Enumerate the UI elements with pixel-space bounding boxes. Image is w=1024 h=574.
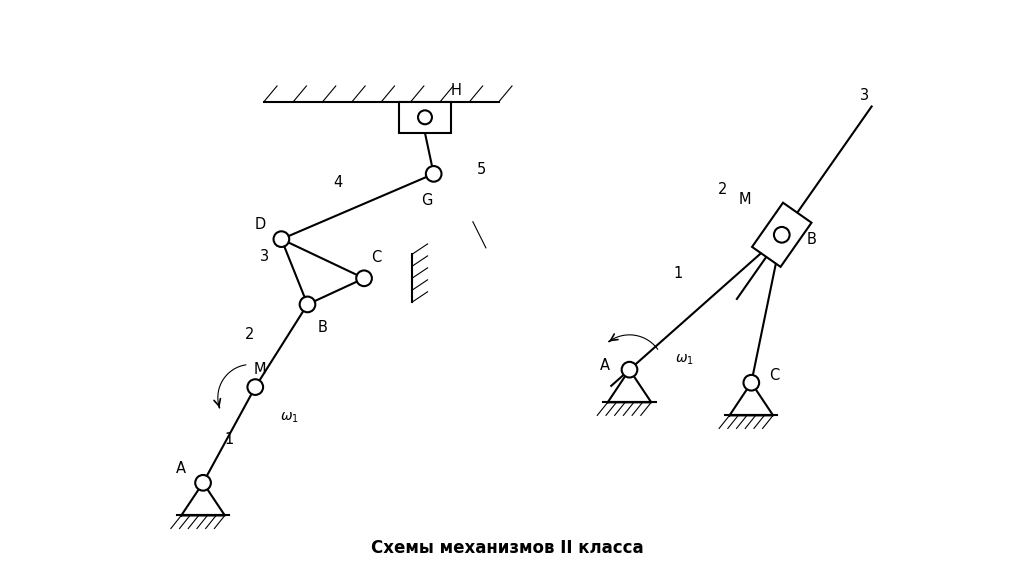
Polygon shape xyxy=(282,239,365,304)
Text: B: B xyxy=(806,232,816,247)
Text: Схемы механизмов II класса: Схемы механизмов II класса xyxy=(372,539,644,557)
Text: M: M xyxy=(739,192,752,207)
Text: 4: 4 xyxy=(334,175,343,190)
Circle shape xyxy=(774,227,790,243)
Text: H: H xyxy=(451,83,462,98)
Text: A: A xyxy=(600,358,610,373)
Text: 5: 5 xyxy=(477,162,486,177)
Circle shape xyxy=(418,110,432,124)
Text: B: B xyxy=(317,320,328,335)
Text: 3: 3 xyxy=(260,249,268,264)
Polygon shape xyxy=(607,370,651,402)
Text: M: M xyxy=(254,362,266,377)
Text: A: A xyxy=(176,461,185,476)
Text: G: G xyxy=(421,193,432,208)
Circle shape xyxy=(356,270,372,286)
Text: 1: 1 xyxy=(673,266,682,281)
Circle shape xyxy=(743,375,759,390)
Circle shape xyxy=(622,362,637,378)
Text: 3: 3 xyxy=(860,88,869,103)
Polygon shape xyxy=(181,483,225,515)
Text: 1: 1 xyxy=(225,432,234,447)
Polygon shape xyxy=(729,383,773,416)
Circle shape xyxy=(426,166,441,182)
Text: C: C xyxy=(371,250,381,265)
Text: C: C xyxy=(769,369,779,383)
Circle shape xyxy=(248,379,263,395)
Circle shape xyxy=(196,475,211,491)
Text: 2: 2 xyxy=(718,182,727,197)
Circle shape xyxy=(300,297,315,312)
Text: $\omega_1$: $\omega_1$ xyxy=(280,410,299,425)
Bar xyxy=(399,102,452,133)
Bar xyxy=(752,203,811,267)
Text: D: D xyxy=(255,217,265,232)
Text: 2: 2 xyxy=(245,327,254,342)
Text: $\omega_1$: $\omega_1$ xyxy=(675,352,693,367)
Circle shape xyxy=(273,231,289,247)
